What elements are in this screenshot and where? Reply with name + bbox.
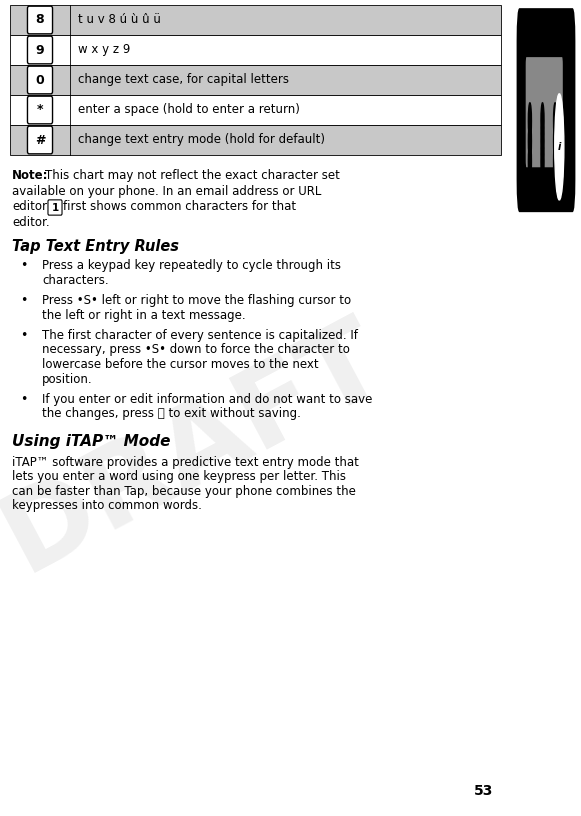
FancyBboxPatch shape bbox=[27, 96, 52, 124]
Text: lowercase before the cursor moves to the next: lowercase before the cursor moves to the… bbox=[42, 358, 318, 371]
FancyBboxPatch shape bbox=[27, 36, 52, 64]
Text: change text entry mode (hold for default): change text entry mode (hold for default… bbox=[78, 134, 325, 147]
Circle shape bbox=[541, 123, 544, 159]
Text: Press •S• left or right to move the flashing cursor to: Press •S• left or right to move the flas… bbox=[42, 294, 351, 307]
Text: 9: 9 bbox=[35, 43, 44, 56]
FancyBboxPatch shape bbox=[526, 57, 563, 167]
Text: If you enter or edit information and do not want to save: If you enter or edit information and do … bbox=[42, 393, 372, 406]
Text: 8: 8 bbox=[35, 14, 44, 26]
Text: available on your phone. In an email address or URL: available on your phone. In an email add… bbox=[12, 184, 321, 197]
Text: Tap Text Entry Rules: Tap Text Entry Rules bbox=[12, 239, 179, 254]
Text: enter a space (hold to enter a return): enter a space (hold to enter a return) bbox=[78, 104, 300, 117]
FancyBboxPatch shape bbox=[27, 126, 52, 154]
Text: change text case, for capital letters: change text case, for capital letters bbox=[78, 73, 289, 86]
Text: Using iTAP™ Mode: Using iTAP™ Mode bbox=[12, 434, 170, 449]
Text: •: • bbox=[20, 259, 27, 272]
Bar bbox=[10, 95, 501, 125]
Text: *: * bbox=[37, 104, 43, 117]
Circle shape bbox=[555, 94, 564, 200]
Circle shape bbox=[554, 103, 557, 139]
Bar bbox=[10, 35, 501, 65]
Bar bbox=[10, 65, 501, 95]
Circle shape bbox=[528, 144, 532, 180]
Circle shape bbox=[554, 123, 557, 159]
Text: DRAFT: DRAFT bbox=[0, 304, 403, 593]
Text: editor.: editor. bbox=[12, 215, 49, 228]
Text: 1: 1 bbox=[51, 202, 59, 212]
Text: keypresses into common words.: keypresses into common words. bbox=[12, 499, 202, 512]
Circle shape bbox=[541, 103, 544, 139]
Circle shape bbox=[528, 123, 532, 159]
Text: first shows common characters for that: first shows common characters for that bbox=[63, 200, 296, 213]
Text: •: • bbox=[20, 393, 27, 406]
Bar bbox=[10, 5, 501, 35]
Text: characters.: characters. bbox=[42, 273, 109, 286]
Text: #: # bbox=[35, 134, 45, 147]
Text: editor,: editor, bbox=[12, 200, 51, 213]
Text: the changes, press ⓞ to exit without saving.: the changes, press ⓞ to exit without sav… bbox=[42, 407, 301, 420]
Text: Note:: Note: bbox=[12, 169, 48, 182]
Text: •: • bbox=[20, 329, 27, 342]
Text: iTAP™ software provides a predictive text entry mode that: iTAP™ software provides a predictive tex… bbox=[12, 456, 359, 469]
Circle shape bbox=[541, 144, 544, 180]
Text: The first character of every sentence is capitalized. If: The first character of every sentence is… bbox=[42, 329, 358, 342]
Bar bbox=[10, 125, 501, 155]
FancyBboxPatch shape bbox=[48, 200, 62, 215]
FancyBboxPatch shape bbox=[27, 7, 52, 33]
Text: w x y z 9: w x y z 9 bbox=[78, 43, 130, 56]
Text: t u v 8 ú ù û ü: t u v 8 ú ù û ü bbox=[78, 14, 161, 26]
Text: •: • bbox=[20, 294, 27, 307]
Text: 0: 0 bbox=[35, 73, 44, 86]
Text: necessary, press •S• down to force the character to: necessary, press •S• down to force the c… bbox=[42, 344, 350, 357]
Text: lets you enter a word using one keypress per letter. This: lets you enter a word using one keypress… bbox=[12, 471, 346, 484]
Circle shape bbox=[528, 103, 532, 139]
Text: i: i bbox=[558, 142, 561, 152]
Text: can be faster than Tap, because your phone combines the: can be faster than Tap, because your pho… bbox=[12, 485, 356, 498]
Text: Press a keypad key repeatedly to cycle through its: Press a keypad key repeatedly to cycle t… bbox=[42, 259, 341, 272]
Text: the left or right in a text message.: the left or right in a text message. bbox=[42, 308, 246, 322]
Text: Learning to Use Your Phone: Learning to Use Your Phone bbox=[540, 376, 553, 538]
Circle shape bbox=[554, 144, 557, 180]
Text: position.: position. bbox=[42, 372, 92, 385]
Text: This chart may not reflect the exact character set: This chart may not reflect the exact cha… bbox=[45, 169, 340, 182]
Text: 53: 53 bbox=[474, 784, 493, 798]
FancyBboxPatch shape bbox=[27, 66, 52, 94]
FancyBboxPatch shape bbox=[517, 8, 575, 212]
